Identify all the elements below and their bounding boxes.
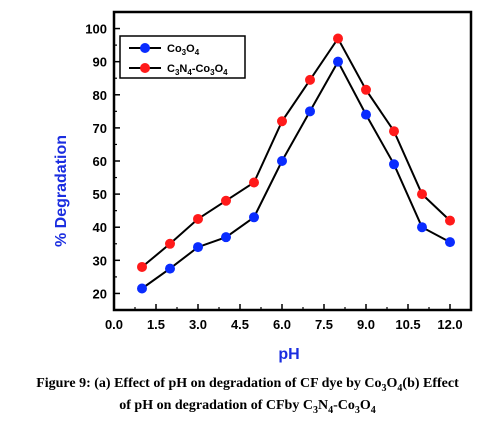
x-tick-label: 3.0 (189, 317, 207, 332)
data-point-series-1 (445, 215, 455, 226)
chart: 0.0 1.5 3.0 4.5 6.0 7.5 9.0 10.5 12.0 20 30 40 50 60 7… (53, 10, 473, 363)
y-axis-title: % Degradation (53, 135, 70, 247)
y-tick-label: 80 (93, 88, 107, 103)
data-point-series-1 (277, 116, 287, 127)
legend-marker-co3o4 (140, 43, 150, 53)
x-tick-label: 9.0 (357, 317, 375, 332)
legend-box (119, 35, 246, 79)
x-tick-label: 10.5 (395, 317, 420, 332)
x-tick-label: 7.5 (315, 317, 333, 332)
figure-caption: Figure 9: (a) Effect of pH on degradatio… (0, 373, 495, 417)
legend-label-c3n4co3o4: C3N4-Co3O4 (167, 63, 228, 77)
y-tick-label: 20 (93, 286, 107, 301)
data-point-series-1 (305, 74, 315, 85)
legend-marker-c3n4co3o4 (140, 63, 150, 73)
data-point-series-1 (193, 213, 203, 224)
data-point-series-0 (193, 242, 203, 253)
legend-label-co3o4: Co3O4 (167, 43, 200, 57)
data-point-series-0 (333, 56, 343, 67)
data-point-series-1 (249, 177, 259, 188)
data-point-series-1 (165, 238, 175, 249)
x-tick-label: 6.0 (273, 317, 291, 332)
data-point-series-0 (361, 109, 371, 120)
data-point-series-0 (249, 212, 259, 223)
y-tick-label: 100 (85, 22, 107, 37)
data-point-series-0 (165, 263, 175, 274)
data-point-series-1 (361, 84, 371, 95)
caption-line-2: of pH on degradation of CFby C3N4-Co3O4 (119, 398, 376, 416)
x-tick-label: 12.0 (437, 317, 462, 332)
caption-line-1: Figure 9: (a) Effect of pH on degradatio… (36, 376, 459, 394)
x-tick-label: 1.5 (147, 317, 165, 332)
legend: Co3O4 C3N4-Co3O4 (119, 35, 246, 79)
data-point-series-0 (417, 222, 427, 233)
data-point-series-0 (277, 156, 287, 166)
series-line-1 (141, 36, 451, 268)
axis-ticks: 0.0 1.5 3.0 4.5 6.0 7.5 9.0 10.5 12.0 20 30 40 50 60 7… (85, 22, 462, 332)
series-line-0 (141, 59, 451, 290)
data-point-series-1 (389, 126, 399, 137)
y-tick-label: 40 (93, 220, 107, 235)
y-tick-label: 30 (93, 253, 107, 268)
y-tick-label: 50 (93, 187, 107, 202)
x-tick-label: 0.0 (105, 317, 123, 332)
y-tick-label: 70 (93, 121, 107, 136)
data-point-series-0 (445, 237, 455, 248)
data-point-series-0 (389, 159, 399, 170)
data-point-series-0 (305, 106, 315, 117)
x-tick-label: 4.5 (231, 317, 249, 332)
data-point-series-1 (137, 261, 147, 272)
data-point-series-1 (417, 189, 427, 200)
data-point-series-1 (333, 33, 343, 44)
y-tick-label: 90 (93, 55, 107, 70)
data-point-series-0 (221, 232, 231, 243)
series-group (137, 33, 455, 294)
data-point-series-0 (137, 283, 147, 294)
x-axis-title: pH (278, 346, 299, 363)
y-tick-label: 60 (93, 154, 107, 169)
data-point-series-1 (221, 195, 231, 206)
